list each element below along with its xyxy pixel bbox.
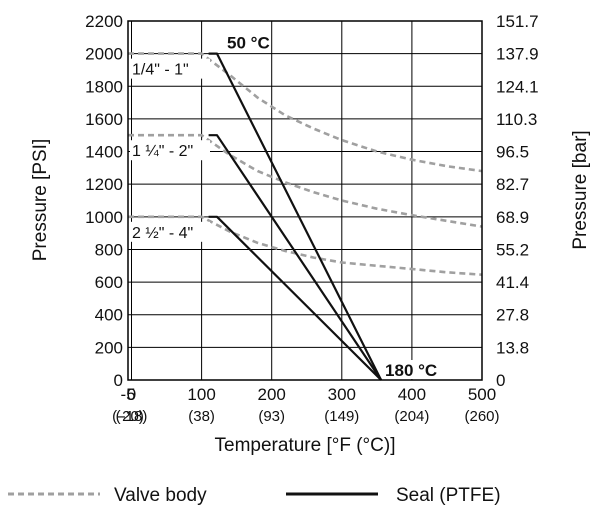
y-tick-label: 400 [95, 306, 123, 325]
x-tick-sublabel: (-20) [112, 408, 144, 425]
y-tick-label: 1000 [85, 208, 123, 227]
y-tick-label: 800 [95, 240, 123, 259]
x-tick-sublabel: (-18) [116, 408, 148, 425]
y2-tick-label: 151.7 [496, 12, 539, 31]
y2-tick-label: 0 [496, 371, 505, 390]
legend-seal-label: Seal (PTFE) [396, 485, 501, 505]
y2-tick-label: 82.7 [496, 175, 529, 194]
x-tick-label: 400 [398, 385, 426, 404]
y2-tick-label: 96.5 [496, 143, 529, 162]
y2-tick-label: 124.1 [496, 77, 539, 96]
annotation-50c: 50 °C [227, 34, 270, 53]
y-tick-label: 600 [95, 273, 123, 292]
size-label-bg [130, 140, 210, 161]
x-tick-sublabel: (149) [324, 408, 359, 425]
annotation-180c-bg [383, 360, 454, 379]
x-tick-label: -5 [120, 385, 135, 404]
y-tick-label: 1600 [85, 110, 123, 129]
y-axis-title: Pressure [PSI] [30, 139, 51, 262]
y-tick-label: 1200 [85, 175, 123, 194]
y2-tick-label: 41.4 [496, 273, 529, 292]
size-label: 2 ½" - 4" [132, 225, 193, 242]
y2-tick-label: 27.8 [496, 306, 529, 325]
x-tick-label: 500 [468, 385, 496, 404]
legend-valve-body-label: Valve body [114, 485, 207, 505]
y2-tick-label: 110.3 [496, 110, 537, 129]
y-tick-label: 0 [114, 371, 123, 390]
tick-labels: 0200400600800100012001400160018002000220… [85, 12, 538, 425]
x-tick-label: 200 [258, 385, 286, 404]
annotation-180c: 180 °C [385, 361, 437, 380]
seal-line [208, 52, 383, 381]
annotations: 50 °C 180 °C [227, 34, 454, 380]
y2-tick-label: 68.9 [496, 208, 529, 227]
x-tick-label: 0 [127, 385, 136, 404]
legend: Valve body Seal (PTFE) [8, 485, 501, 505]
y-tick-label: 2200 [85, 12, 123, 31]
size-label: 1/4" - 1" [132, 62, 189, 79]
size-label-bg [130, 221, 210, 242]
y2-axis-title: Pressure [bar] [570, 130, 591, 249]
plot-frame [127, 20, 483, 381]
x-tick-sublabel: (204) [394, 408, 429, 425]
y-tick-label: 1400 [85, 143, 123, 162]
y2-tick-label: 13.8 [496, 338, 529, 357]
y-tick-label: 200 [95, 338, 123, 357]
x-tick-sublabel: (38) [188, 408, 215, 425]
x-tick-label: 100 [187, 385, 215, 404]
y2-tick-label: 55.2 [496, 240, 529, 259]
y-tick-label: 2000 [85, 45, 123, 64]
y2-tick-label: 137.9 [496, 45, 539, 64]
x-tick-sublabel: (260) [464, 408, 499, 425]
series-group: 1/4" - 1" 1 ¼" - 2" 2 ½" - 4" [128, 52, 483, 381]
x-tick-sublabel: (93) [258, 408, 285, 425]
valve-body-curve [128, 52, 483, 173]
valve-body-curve [128, 133, 483, 228]
y-tick-label: 1800 [85, 77, 123, 96]
x-axis-title: Temperature [°F (°C)] [215, 435, 396, 456]
x-tick-label: 300 [328, 385, 356, 404]
seal-line [208, 215, 382, 381]
size-label: 1 ¼" - 2" [132, 143, 193, 160]
valve-body-curve [128, 215, 483, 276]
size-label-bg [130, 58, 210, 79]
seal-line [208, 134, 383, 381]
